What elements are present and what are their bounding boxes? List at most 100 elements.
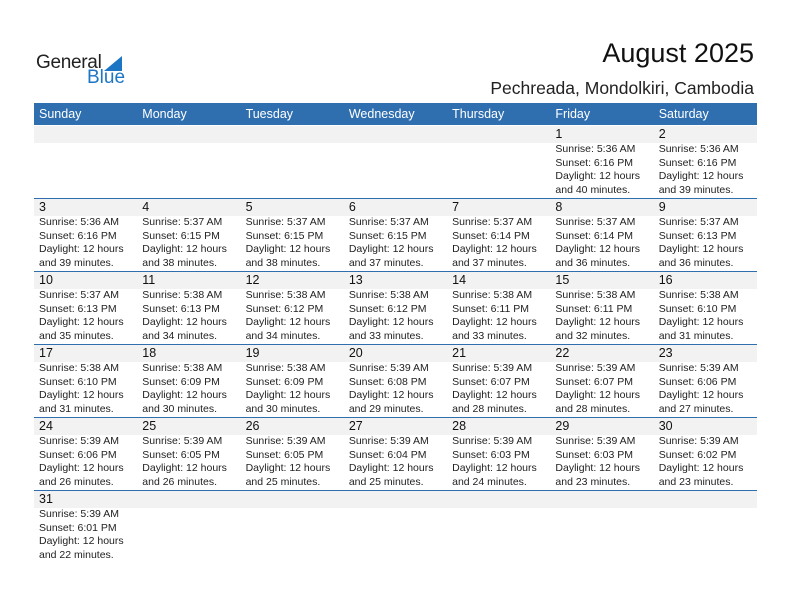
day-cell: 19 Sunrise: 5:38 AM Sunset: 6:09 PM Dayligh…: [241, 345, 344, 417]
daylight-minutes-text: and 36 minutes.: [555, 256, 631, 269]
sunrise-text: Sunrise: 5:38 AM: [142, 362, 223, 374]
sunset-text: Sunset: 6:11 PM: [452, 302, 529, 315]
day-number: 22: [555, 346, 570, 360]
generalblue-logo: General Blue: [36, 52, 136, 92]
day-cell: 10 Sunrise: 5:37 AM Sunset: 6:13 PM Dayligh…: [34, 272, 137, 344]
sunrise-text: Sunrise: 5:38 AM: [555, 289, 636, 301]
sunset-text: Sunset: 6:07 PM: [555, 375, 634, 388]
daylight-text: Daylight: 12 hours: [452, 462, 537, 474]
daylight-minutes-text: and 34 minutes.: [245, 329, 321, 342]
day-number: 6: [348, 200, 356, 214]
empty-cell: [34, 126, 137, 198]
day-cell: 23 Sunrise: 5:39 AM Sunset: 6:06 PM Dayligh…: [654, 345, 757, 417]
daylight-text: Daylight: 12 hours: [348, 316, 434, 328]
daylight-minutes-text: and 30 minutes.: [142, 402, 217, 415]
day-cell: 22 Sunrise: 5:39 AM Sunset: 6:07 PM Dayligh…: [550, 345, 653, 417]
daylight-minutes-text: and 29 minutes.: [348, 402, 424, 415]
daylight-text: Daylight: 12 hours: [658, 462, 744, 474]
day-number: 14: [452, 273, 467, 287]
daylight-minutes-text: and 27 minutes.: [658, 402, 734, 415]
sunset-text: Sunset: 6:16 PM: [39, 229, 117, 242]
day-number: 9: [658, 200, 666, 214]
day-number: 12: [245, 273, 260, 287]
daylight-text: Daylight: 12 hours: [39, 462, 124, 474]
weekday-wednesday: Wednesday: [348, 107, 415, 121]
day-number-band: [34, 199, 757, 216]
sunset-text: Sunset: 6:13 PM: [658, 229, 737, 242]
day-number: 24: [39, 419, 53, 433]
weekday-friday: Friday: [555, 107, 591, 121]
day-number: 29: [555, 419, 570, 433]
day-cell: 1 Sunrise: 5:36 AM Sunset: 6:16 PM Daylight…: [550, 126, 653, 198]
daylight-minutes-text: and 36 minutes.: [658, 256, 734, 269]
daylight-text: Daylight: 12 hours: [348, 243, 434, 255]
daylight-text: Daylight: 12 hours: [142, 389, 227, 401]
daylight-text: Daylight: 12 hours: [555, 243, 641, 255]
weekday-monday: Monday: [142, 107, 187, 121]
sunset-text: Sunset: 6:05 PM: [142, 448, 220, 461]
daylight-minutes-text: and 38 minutes.: [245, 256, 321, 269]
sunrise-text: Sunrise: 5:39 AM: [142, 435, 223, 447]
daylight-minutes-text: and 32 minutes.: [555, 329, 631, 342]
empty-cell: [241, 491, 344, 563]
daylight-minutes-text: and 30 minutes.: [245, 402, 321, 415]
day-cell: 24 Sunrise: 5:39 AM Sunset: 6:06 PM Dayligh…: [34, 418, 137, 490]
day-cell: 3 Sunrise: 5:36 AM Sunset: 6:16 PM Daylight…: [34, 199, 137, 271]
daylight-text: Daylight: 12 hours: [555, 316, 641, 328]
day-number: 26: [245, 419, 260, 433]
daylight-text: Daylight: 12 hours: [39, 389, 124, 401]
sunrise-text: Sunrise: 5:39 AM: [658, 435, 739, 447]
day-number: 17: [39, 346, 53, 360]
sunrise-text: Sunrise: 5:38 AM: [348, 289, 429, 301]
day-number: 2: [658, 127, 666, 141]
sunset-text: Sunset: 6:15 PM: [142, 229, 220, 242]
day-number-band: [34, 345, 757, 362]
daylight-text: Daylight: 12 hours: [39, 535, 124, 547]
day-cell: 11 Sunrise: 5:38 AM Sunset: 6:13 PM Dayligh…: [137, 272, 240, 344]
day-number: 21: [452, 346, 467, 360]
sunrise-text: Sunrise: 5:39 AM: [245, 435, 326, 447]
daylight-text: Daylight: 12 hours: [452, 243, 537, 255]
sunset-text: Sunset: 6:01 PM: [39, 521, 117, 534]
weekday-tuesday: Tuesday: [245, 107, 294, 121]
day-cell: 15 Sunrise: 5:38 AM Sunset: 6:11 PM Dayligh…: [550, 272, 653, 344]
day-number: 3: [39, 200, 46, 214]
day-cell: 21 Sunrise: 5:39 AM Sunset: 6:07 PM Dayligh…: [447, 345, 550, 417]
daylight-minutes-text: and 26 minutes.: [142, 475, 217, 488]
day-cell: 5 Sunrise: 5:37 AM Sunset: 6:15 PM Daylight…: [241, 199, 344, 271]
sunset-text: Sunset: 6:16 PM: [658, 156, 737, 169]
daylight-minutes-text: and 33 minutes.: [348, 329, 424, 342]
day-number: 31: [39, 492, 53, 506]
sunset-text: Sunset: 6:09 PM: [245, 375, 324, 388]
logo-triangle-icon: [104, 56, 122, 71]
daylight-minutes-text: and 39 minutes.: [39, 256, 114, 269]
day-number: 16: [658, 273, 673, 287]
day-number-band: [34, 418, 757, 435]
daylight-minutes-text: and 25 minutes.: [245, 475, 321, 488]
sunrise-text: Sunrise: 5:38 AM: [452, 289, 533, 301]
day-cell: 7 Sunrise: 5:37 AM Sunset: 6:14 PM Daylight…: [447, 199, 550, 271]
sunset-text: Sunset: 6:16 PM: [555, 156, 634, 169]
daylight-text: Daylight: 12 hours: [555, 389, 641, 401]
sunset-text: Sunset: 6:11 PM: [555, 302, 633, 315]
sunset-text: Sunset: 6:08 PM: [348, 375, 427, 388]
empty-cell: [654, 491, 757, 563]
day-cell: 25 Sunrise: 5:39 AM Sunset: 6:05 PM Dayligh…: [137, 418, 240, 490]
sunrise-text: Sunrise: 5:39 AM: [39, 508, 119, 520]
sunset-text: Sunset: 6:10 PM: [39, 375, 117, 388]
sunrise-text: Sunrise: 5:37 AM: [348, 216, 429, 228]
daylight-minutes-text: and 22 minutes.: [39, 548, 114, 561]
logo-text-blue: Blue: [87, 67, 126, 88]
day-number: 8: [555, 200, 563, 214]
empty-cell: [137, 126, 240, 198]
sunrise-text: Sunrise: 5:37 AM: [555, 216, 636, 228]
daylight-text: Daylight: 12 hours: [658, 389, 744, 401]
day-cell: 28 Sunrise: 5:39 AM Sunset: 6:03 PM Dayligh…: [447, 418, 550, 490]
week-row: 17 Sunrise: 5:38 AM Sunset: 6:10 PM Dayligh…: [34, 345, 757, 418]
day-cell: 16 Sunrise: 5:38 AM Sunset: 6:10 PM Dayligh…: [654, 272, 757, 344]
daylight-text: Daylight: 12 hours: [348, 462, 434, 474]
sunrise-text: Sunrise: 5:38 AM: [658, 289, 739, 301]
day-cell: 31 Sunrise: 5:39 AM Sunset: 6:01 PM Dayligh…: [34, 491, 137, 563]
sunrise-text: Sunrise: 5:38 AM: [142, 289, 223, 301]
daylight-text: Daylight: 12 hours: [39, 316, 124, 328]
